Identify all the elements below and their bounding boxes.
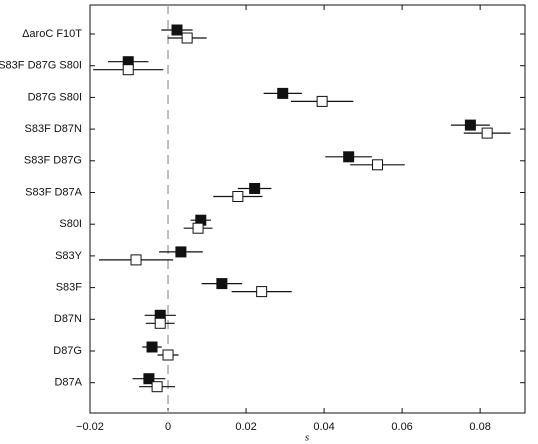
point: [464, 119, 476, 131]
y-tick-label: S83F: [56, 282, 83, 294]
x-axis-label: s: [305, 432, 309, 444]
y-tick-label: D87G S80I: [28, 91, 82, 103]
point: [232, 191, 244, 202]
point: [143, 373, 155, 385]
x-tick-label: 0: [165, 421, 171, 433]
point: [162, 349, 174, 361]
y-tick-label: S83F D87A: [25, 186, 83, 198]
y-tick-label: S83F D87N: [25, 123, 83, 135]
plot-frame: [89, 4, 526, 414]
point: [372, 159, 384, 171]
x-tick-label: −0.02: [76, 421, 104, 433]
x-tick-label: 0.02: [235, 421, 256, 433]
y-tick-label: S83F D87G S80I: [0, 60, 82, 72]
y-tick-label: S83Y: [55, 250, 83, 262]
point: [146, 341, 158, 353]
x-tick-label: 0.08: [469, 421, 490, 433]
x-tick-label: 0.04: [313, 421, 334, 433]
point: [481, 127, 493, 139]
point: [122, 64, 134, 76]
y-tick-label: D87G: [53, 345, 82, 357]
point: [216, 278, 228, 290]
y-tick-label: S80I: [59, 218, 82, 230]
y-tick-label: ΔaroC F10T: [22, 28, 82, 40]
point: [154, 317, 166, 329]
point: [256, 286, 268, 298]
point: [130, 254, 142, 266]
point: [343, 151, 355, 163]
y-tick-label: D87N: [54, 313, 82, 325]
point: [175, 246, 187, 258]
point: [171, 24, 183, 36]
point: [249, 183, 261, 194]
point: [277, 87, 289, 99]
y-tick-label: S83F D87G: [24, 155, 82, 167]
point: [181, 32, 193, 44]
x-tick-label: 0.06: [391, 421, 412, 433]
point: [316, 95, 328, 107]
point: [192, 222, 204, 234]
y-tick-label: D87A: [54, 377, 82, 389]
point: [151, 381, 163, 393]
